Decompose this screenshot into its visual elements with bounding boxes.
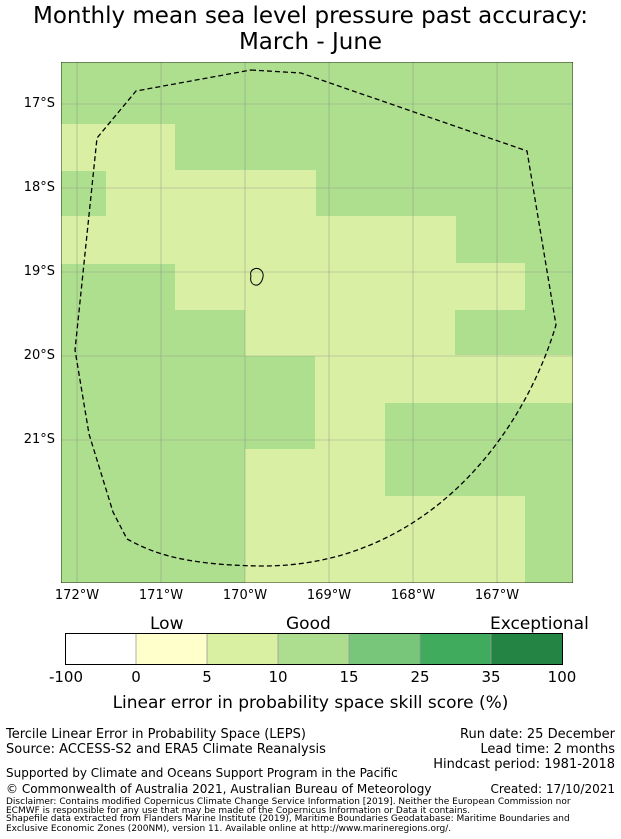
disclaimer-line1: Disclaimer: Contains modified Copernicus… xyxy=(6,797,571,807)
colorbar-tick: 100 xyxy=(547,668,577,686)
colorbar-segment xyxy=(278,633,349,665)
lon-label: 169°W xyxy=(306,588,352,603)
lat-label: 18°S xyxy=(23,180,55,195)
colorbar-tick: 35 xyxy=(481,668,501,686)
island-outline xyxy=(250,268,264,286)
footer-hindcast: Hindcast period: 1981-2018 xyxy=(433,757,615,772)
colorbar-segment xyxy=(420,633,491,665)
colorbar-label: Linear error in probability space skill … xyxy=(112,693,509,713)
footer-source: Source: ACCESS-S2 and ERA5 Climate Reana… xyxy=(6,742,326,757)
colorbar xyxy=(65,633,563,665)
map-cell xyxy=(245,309,455,356)
lat-label: 21°S xyxy=(23,432,55,447)
colorbar-segment xyxy=(65,633,136,665)
footer-copyright: © Commonwealth of Australia 2021, Austra… xyxy=(6,782,432,796)
map-cell xyxy=(245,449,385,497)
map-cell xyxy=(315,355,573,403)
colorbar-tick: -100 xyxy=(48,668,84,686)
colorbar-category-low: Low xyxy=(150,614,184,634)
map-cell xyxy=(61,124,175,171)
lat-label: 20°S xyxy=(23,348,55,363)
lat-label: 17°S xyxy=(23,96,55,111)
shapefile-line2: Exclusive Economic Zones (200NM), versio… xyxy=(6,824,452,834)
colorbar-tick: 15 xyxy=(339,668,359,686)
map-cell xyxy=(175,263,525,310)
eez-boundary xyxy=(74,69,557,567)
lat-label: 19°S xyxy=(23,264,55,279)
colorbar-tick: 5 xyxy=(202,668,212,686)
colorbar-segment xyxy=(491,633,563,665)
map-cell xyxy=(61,216,456,264)
chart-title-line2: March - June xyxy=(238,29,383,55)
lon-label: 170°W xyxy=(222,588,268,603)
skill-map xyxy=(61,62,573,583)
chart-title-line1: Monthly mean sea level pressure past acc… xyxy=(33,3,588,29)
skill-cells-good-light xyxy=(61,124,573,583)
disclaimer-line2: ECMWF is responsible for any use that ma… xyxy=(6,806,471,816)
map-cell xyxy=(245,496,525,583)
shapefile-line1: Shapefile data extracted from Flanders M… xyxy=(6,814,570,824)
map-gridlines xyxy=(61,62,573,583)
footer-support: Supported by Climate and Oceans Support … xyxy=(6,766,398,780)
colorbar-segment xyxy=(349,633,420,665)
lon-label: 171°W xyxy=(138,588,184,603)
colorbar-tick: 0 xyxy=(131,668,141,686)
colorbar-category-good: Good xyxy=(286,614,331,634)
lon-label: 172°W xyxy=(54,588,100,603)
colorbar-tick: 25 xyxy=(410,668,430,686)
colorbar-segment xyxy=(207,633,278,665)
colorbar-tick: 10 xyxy=(268,668,288,686)
footer-run-date: Run date: 25 December xyxy=(460,727,615,742)
colorbar-segment xyxy=(136,633,207,665)
map-cell xyxy=(315,402,385,450)
map-cell xyxy=(106,170,316,217)
lon-label: 167°W xyxy=(474,588,520,603)
lon-label: 168°W xyxy=(390,588,436,603)
footer-created: Created: 17/10/2021 xyxy=(490,782,615,796)
footer-lead-time: Lead time: 2 months xyxy=(480,742,615,757)
footer-method: Tercile Linear Error in Probability Spac… xyxy=(6,727,306,742)
colorbar-category-exceptional: Exceptional xyxy=(490,614,589,634)
